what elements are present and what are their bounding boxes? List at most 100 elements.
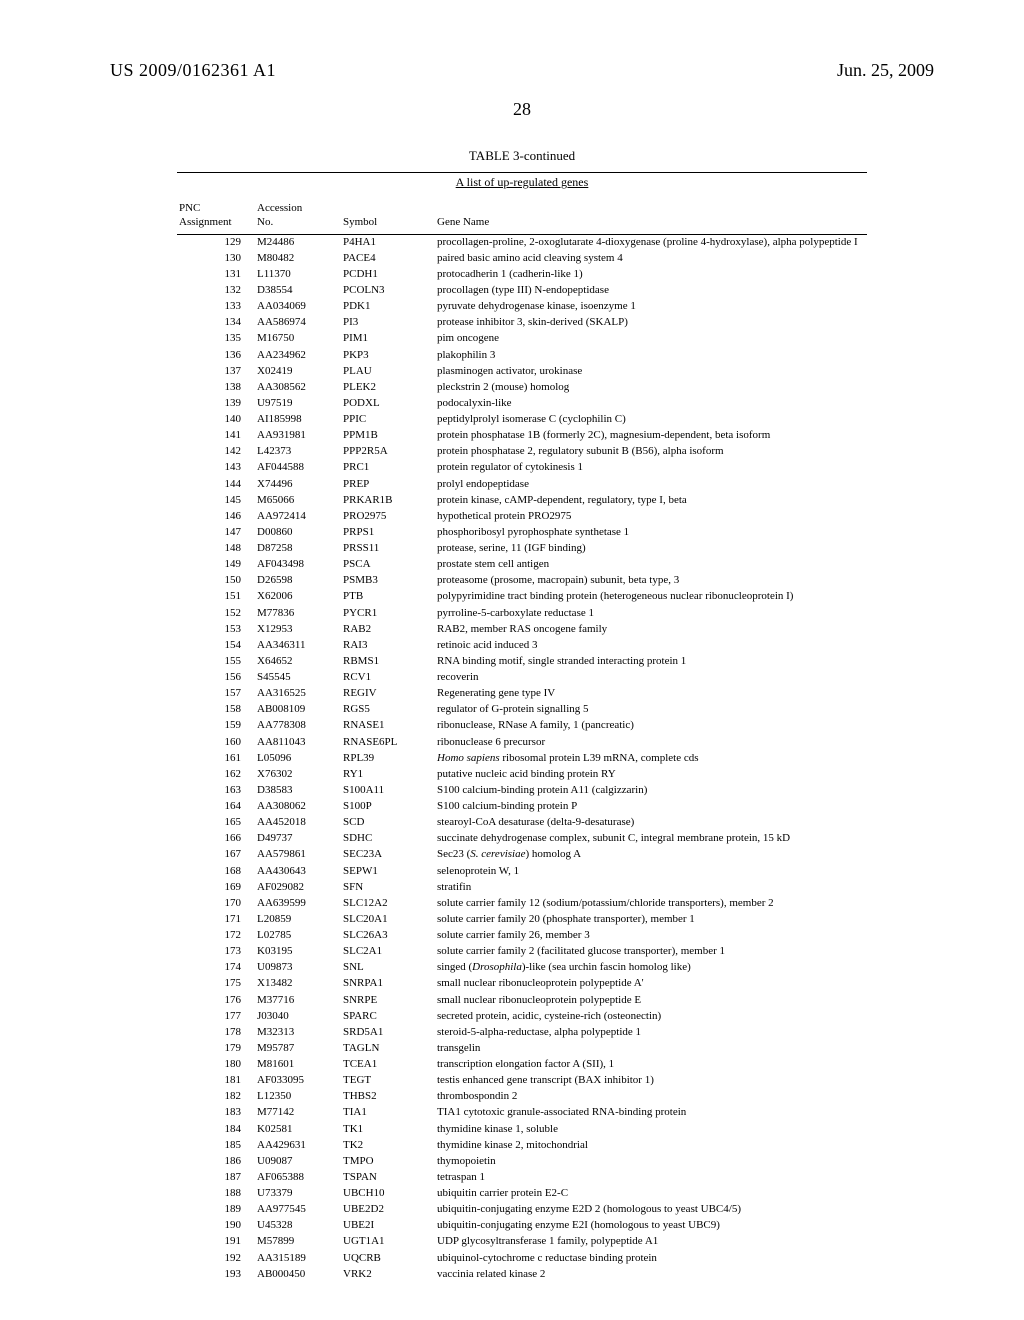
cell-gene-name: proteasome (prosome, macropain) subunit,… — [435, 573, 867, 589]
cell-symbol: RNASE6PL — [341, 734, 435, 750]
cell-gene-name: S100 calcium-binding protein A11 (calgiz… — [435, 783, 867, 799]
table-row: 178M32313SRD5A1steroid-5-alpha-reductase… — [177, 1025, 867, 1041]
cell-symbol: SRD5A1 — [341, 1025, 435, 1041]
cell-gene-name: hypothetical protein PRO2975 — [435, 509, 867, 525]
cell-gene-name: podocalyxin-like — [435, 396, 867, 412]
cell-accession: D38583 — [255, 783, 341, 799]
cell-symbol: PPP2R5A — [341, 444, 435, 460]
col-header-symbol: Symbol — [341, 196, 435, 234]
table-row: 191M57899UGT1A1UDP glycosyltransferase 1… — [177, 1234, 867, 1250]
cell-accession: AA308562 — [255, 380, 341, 396]
cell-symbol: UBCH10 — [341, 1186, 435, 1202]
cell-accession: L05096 — [255, 751, 341, 767]
table-row: 157AA316525REGIVRegenerating gene type I… — [177, 686, 867, 702]
cell-symbol: SNRPA1 — [341, 976, 435, 992]
cell-symbol: S100A11 — [341, 783, 435, 799]
cell-accession: L11370 — [255, 267, 341, 283]
cell-symbol: UBE2D2 — [341, 1202, 435, 1218]
cell-pnc: 151 — [177, 589, 255, 605]
table-row: 142L42373PPP2R5Aprotein phosphatase 2, r… — [177, 444, 867, 460]
cell-accession: D26598 — [255, 573, 341, 589]
cell-symbol: RBMS1 — [341, 654, 435, 670]
cell-accession: M65066 — [255, 493, 341, 509]
table-row: 168AA430643SEPW1selenoprotein W, 1 — [177, 863, 867, 879]
table-row: 135M16750PIM1pim oncogene — [177, 331, 867, 347]
cell-accession: AA308062 — [255, 799, 341, 815]
cell-symbol: PLEK2 — [341, 380, 435, 396]
table-row: 137X02419PLAUplasminogen activator, urok… — [177, 364, 867, 380]
cell-accession: D87258 — [255, 541, 341, 557]
cell-gene-name: testis enhanced gene transcript (BAX inh… — [435, 1073, 867, 1089]
cell-symbol: SEC23A — [341, 847, 435, 863]
cell-accession: U09873 — [255, 960, 341, 976]
cell-symbol: PPM1B — [341, 428, 435, 444]
table-row: 171L20859SLC20A1solute carrier family 20… — [177, 912, 867, 928]
cell-gene-name: transgelin — [435, 1041, 867, 1057]
cell-pnc: 179 — [177, 1041, 255, 1057]
cell-accession: U45328 — [255, 1218, 341, 1234]
table-row: 177J03040SPARCsecreted protein, acidic, … — [177, 1009, 867, 1025]
cell-pnc: 162 — [177, 767, 255, 783]
cell-symbol: PRO2975 — [341, 509, 435, 525]
cell-gene-name: ubiquitin carrier protein E2-C — [435, 1186, 867, 1202]
table-row: 163D38583S100A11S100 calcium-binding pro… — [177, 783, 867, 799]
table-row: 189AA977545UBE2D2ubiquitin-conjugating e… — [177, 1202, 867, 1218]
cell-gene-name: succinate dehydrogenase complex, subunit… — [435, 831, 867, 847]
table-row: 146AA972414PRO2975hypothetical protein P… — [177, 509, 867, 525]
cell-accession: AI185998 — [255, 412, 341, 428]
cell-pnc: 159 — [177, 718, 255, 734]
cell-gene-name: phosphoribosyl pyrophosphate synthetase … — [435, 525, 867, 541]
cell-pnc: 157 — [177, 686, 255, 702]
cell-accession: M77142 — [255, 1105, 341, 1121]
table-row: 150D26598PSMB3proteasome (prosome, macro… — [177, 573, 867, 589]
table-row: 140AI185998PPICpeptidylprolyl isomerase … — [177, 412, 867, 428]
table-row: 179M95787TAGLNtransgelin — [177, 1041, 867, 1057]
publication-date: Jun. 25, 2009 — [837, 60, 934, 81]
cell-accession: D38554 — [255, 283, 341, 299]
table-row: 134AA586974PI3protease inhibitor 3, skin… — [177, 315, 867, 331]
cell-pnc: 142 — [177, 444, 255, 460]
cell-symbol: SNL — [341, 960, 435, 976]
table-row: 182L12350THBS2thrombospondin 2 — [177, 1089, 867, 1105]
cell-gene-name: stearoyl-CoA desaturase (delta-9-desatur… — [435, 815, 867, 831]
cell-symbol: RY1 — [341, 767, 435, 783]
cell-pnc: 150 — [177, 573, 255, 589]
cell-accession: AF043498 — [255, 557, 341, 573]
cell-symbol: RGS5 — [341, 702, 435, 718]
cell-accession: L42373 — [255, 444, 341, 460]
cell-pnc: 146 — [177, 509, 255, 525]
cell-gene-name: ribonuclease 6 precursor — [435, 734, 867, 750]
table-row: 149AF043498PSCAprostate stem cell antige… — [177, 557, 867, 573]
table-row: 148D87258PRSS11protease, serine, 11 (IGF… — [177, 541, 867, 557]
cell-accession: AA639599 — [255, 896, 341, 912]
cell-accession: M81601 — [255, 1057, 341, 1073]
cell-accession: M24486 — [255, 235, 341, 251]
cell-accession: AA977545 — [255, 1202, 341, 1218]
cell-pnc: 175 — [177, 976, 255, 992]
cell-accession: AA452018 — [255, 815, 341, 831]
table-row: 173K03195SLC2A1solute carrier family 2 (… — [177, 944, 867, 960]
cell-pnc: 134 — [177, 315, 255, 331]
cell-symbol: SFN — [341, 880, 435, 896]
cell-gene-name: paired basic amino acid cleaving system … — [435, 251, 867, 267]
cell-pnc: 140 — [177, 412, 255, 428]
cell-symbol: VRK2 — [341, 1267, 435, 1283]
cell-pnc: 132 — [177, 283, 255, 299]
cell-gene-name: procollagen (type III) N-endopeptidase — [435, 283, 867, 299]
table-row: 155X64652RBMS1RNA binding motif, single … — [177, 654, 867, 670]
table-row: 153X12953RAB2RAB2, member RAS oncogene f… — [177, 622, 867, 638]
cell-pnc: 135 — [177, 331, 255, 347]
table-row: 161L05096RPL39Homo sapiens ribosomal pro… — [177, 751, 867, 767]
cell-symbol: TCEA1 — [341, 1057, 435, 1073]
cell-gene-name: solute carrier family 20 (phosphate tran… — [435, 912, 867, 928]
cell-accession: M57899 — [255, 1234, 341, 1250]
cell-accession: AA316525 — [255, 686, 341, 702]
cell-gene-name: TIA1 cytotoxic granule-associated RNA-bi… — [435, 1105, 867, 1121]
table-title: TABLE 3-continued — [177, 148, 867, 164]
cell-symbol: PRSS11 — [341, 541, 435, 557]
cell-pnc: 165 — [177, 815, 255, 831]
cell-pnc: 177 — [177, 1009, 255, 1025]
cell-symbol: PLAU — [341, 364, 435, 380]
cell-pnc: 192 — [177, 1250, 255, 1266]
table-header-row: PNCAssignment AccessionNo. Symbol Gene N… — [177, 196, 867, 234]
